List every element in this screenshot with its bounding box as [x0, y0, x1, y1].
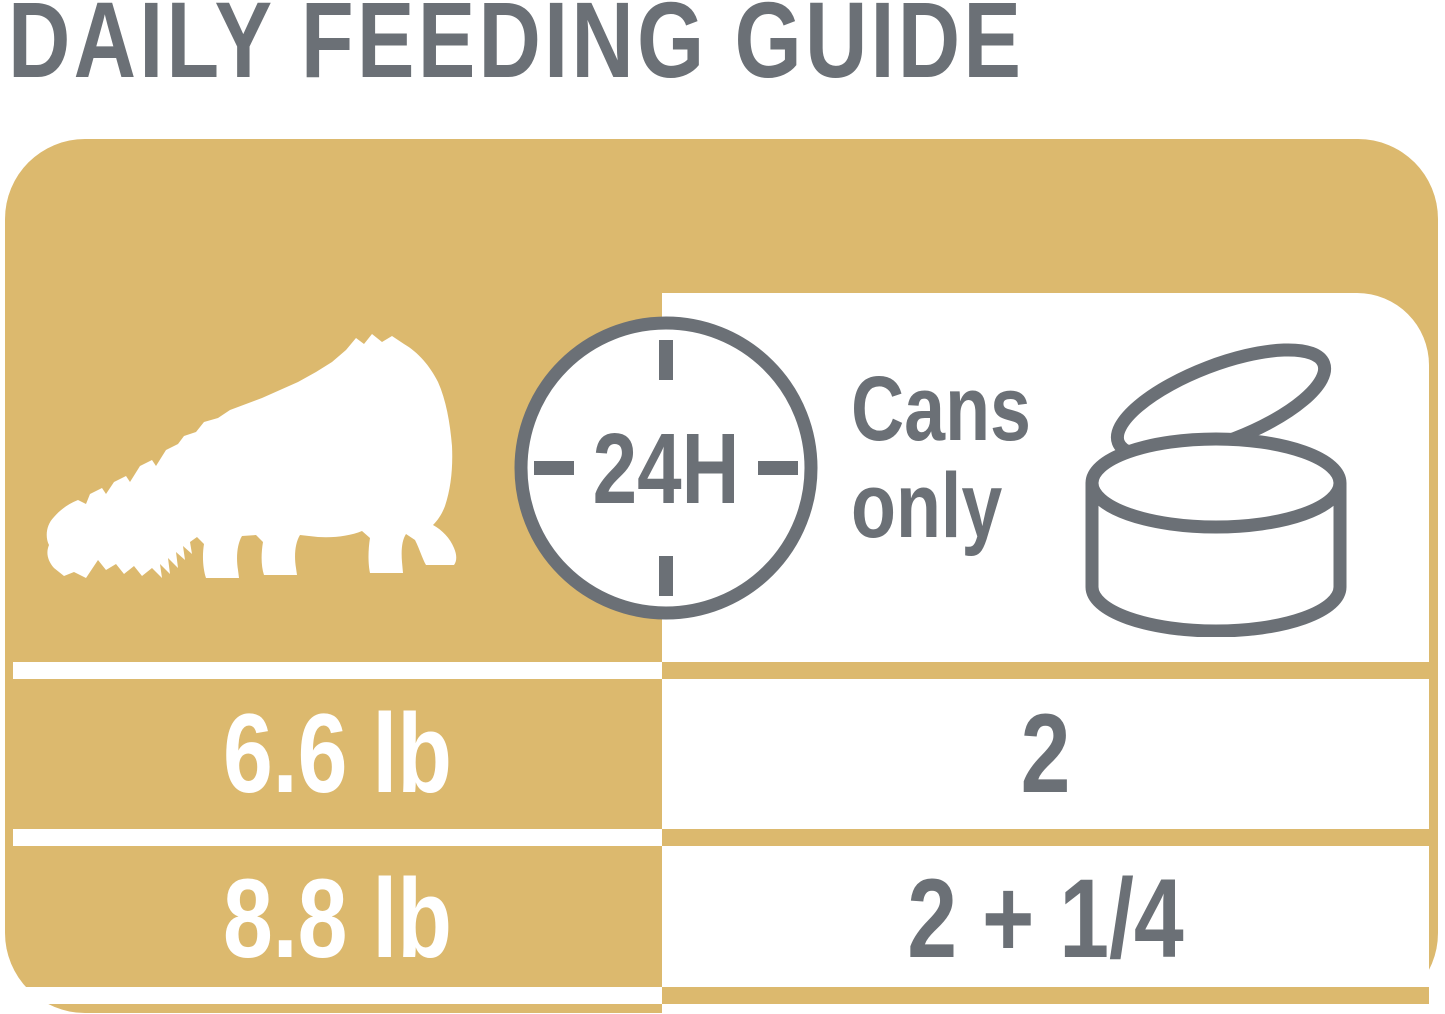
row-divider [13, 987, 662, 1004]
clock-label: 24H [593, 414, 740, 526]
clock-tick-left [534, 461, 574, 475]
cans-cell-row2: 2 + 1/4 [907, 856, 1184, 981]
cans-only-line1: Cans [851, 358, 1031, 460]
row-divider [13, 662, 662, 679]
clock-tick-right [758, 461, 798, 475]
cans-only-label: Cans only [851, 361, 1031, 555]
cat-silhouette-icon [46, 334, 457, 578]
page-title: DAILY FEEDING GUIDE [8, 0, 1025, 100]
clock-tick-bottom [659, 556, 673, 596]
feeding-card: 24H Cans only 6.6 lb 2 8.8 lb 2 + 1/4 11… [5, 139, 1438, 1014]
open-can-icon [1085, 343, 1347, 637]
row-divider [662, 662, 1429, 679]
clock-24h-icon: 24H [514, 316, 818, 620]
row-divider [662, 987, 1429, 1004]
weight-cell-row2: 8.8 lb [222, 856, 453, 981]
row-divider [13, 829, 662, 846]
weight-cell-row1: 6.6 lb [222, 691, 453, 816]
cans-only-line2: only [851, 455, 1003, 557]
row-divider [662, 829, 1429, 846]
clock-tick-top [659, 340, 673, 380]
cans-cell-row1: 2 [1020, 691, 1071, 816]
